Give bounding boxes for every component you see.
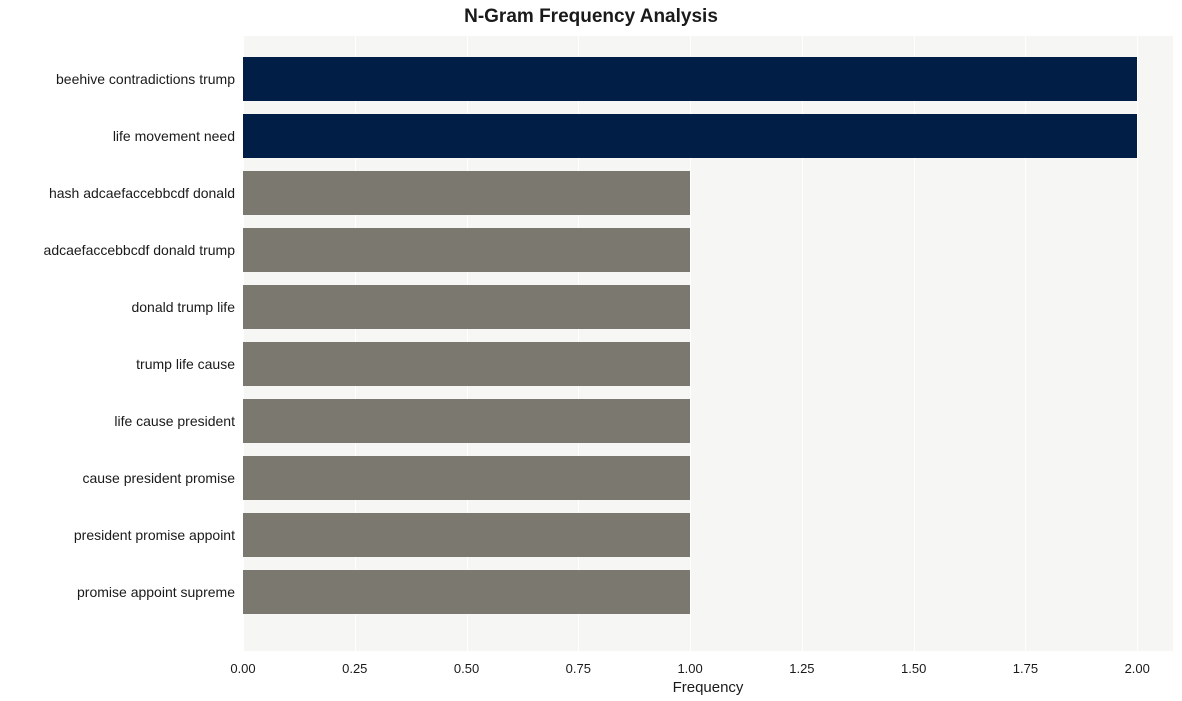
bar — [243, 285, 690, 329]
x-tick-label: 0.25 — [342, 651, 367, 676]
x-tick-label: 0.00 — [230, 651, 255, 676]
x-tick-label: 1.50 — [901, 651, 926, 676]
bar — [243, 342, 690, 386]
bar — [243, 57, 1137, 101]
y-tick-label: promise appoint supreme — [77, 584, 243, 600]
y-tick-label: cause president promise — [82, 470, 243, 486]
bar — [243, 399, 690, 443]
y-tick-label: life cause president — [114, 413, 243, 429]
y-tick-label: adcaefaccebbcdf donald trump — [44, 242, 243, 258]
x-tick-label: 1.00 — [677, 651, 702, 676]
chart-title: N-Gram Frequency Analysis — [0, 6, 1182, 28]
bar — [243, 228, 690, 272]
x-tick-label: 2.00 — [1125, 651, 1150, 676]
y-tick-label: president promise appoint — [74, 527, 243, 543]
bar — [243, 456, 690, 500]
bar — [243, 513, 690, 557]
bar — [243, 570, 690, 614]
y-tick-label: hash adcaefaccebbcdf donald — [49, 185, 243, 201]
x-tick-label: 1.25 — [789, 651, 814, 676]
bar — [243, 114, 1137, 158]
x-tick-label: 0.50 — [454, 651, 479, 676]
y-tick-label: trump life cause — [136, 356, 243, 372]
bar — [243, 171, 690, 215]
plot-area: Frequency beehive contradictions trumpli… — [243, 36, 1173, 651]
chart-container: N-Gram Frequency Analysis Frequency beeh… — [0, 0, 1182, 701]
x-tick-label: 1.75 — [1013, 651, 1038, 676]
x-tick-label: 0.75 — [566, 651, 591, 676]
y-tick-label: donald trump life — [131, 299, 243, 315]
y-tick-label: beehive contradictions trump — [56, 71, 243, 87]
y-tick-label: life movement need — [113, 128, 243, 144]
